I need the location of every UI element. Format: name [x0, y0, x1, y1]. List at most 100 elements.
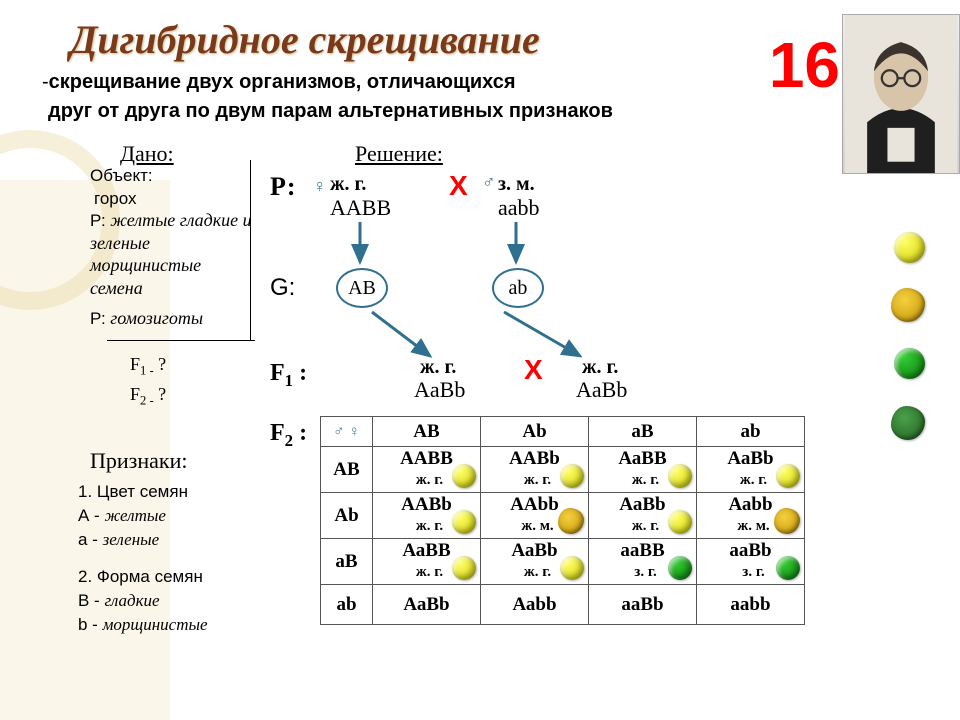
p-desc: желтые гладкие и зеленые морщинистые сем…: [90, 210, 252, 298]
cell-phenotype: з. г.: [736, 565, 764, 580]
f1-g1: АaВb: [414, 377, 465, 403]
f1-g2: АaВb: [576, 377, 627, 403]
col-3: аb: [697, 417, 805, 447]
cell-genotype: ааВb: [595, 595, 690, 614]
seed-icon: [560, 464, 584, 488]
punnett-cell: ааВВз. г.: [589, 539, 697, 585]
p-note: гомозиготы: [110, 308, 203, 328]
solution-header: Решение:: [355, 141, 443, 167]
gamete-AB: АВ: [336, 268, 388, 308]
legend-ys: [894, 232, 925, 268]
punnett-cell: ААbbж. м.: [481, 493, 589, 539]
male-sign: ♂: [482, 172, 496, 193]
trait2-h: 2. Форма семян: [78, 565, 278, 589]
punnett-cell: ааВbз. г.: [697, 539, 805, 585]
subtitle-line1: скрещивание двух организмов, отличающихс…: [49, 71, 516, 93]
punnett-cell: Ааbbж. м.: [697, 493, 805, 539]
punnett-square: ♂ ♀ АВ Аb аВ аb АВ ААВВж. г.ААВbж. г.АаВ…: [320, 416, 805, 625]
seed-icon: [668, 510, 692, 534]
punnett-cell: ААВbж. г.: [373, 493, 481, 539]
cell-phenotype: ж. м.: [515, 519, 553, 534]
cell-phenotype: ж. г.: [410, 473, 443, 488]
label-F2: F2 :: [270, 420, 307, 451]
punnett-cell: АаВВж. г.: [373, 539, 481, 585]
cross-P: Х: [449, 170, 468, 202]
seed-icon: [560, 556, 584, 580]
legend-gw: [891, 406, 925, 445]
cell-phenotype: ж. м.: [731, 519, 769, 534]
question-f2: F2 - ?: [130, 384, 166, 409]
seed-icon: [891, 406, 925, 440]
dad-pheno: з. м.: [498, 173, 535, 196]
f1-p1: ж. г.: [420, 356, 456, 379]
seed-icon: [894, 232, 925, 263]
punnett-cell: АаВbж. г.: [481, 539, 589, 585]
traits-header: Признаки:: [90, 448, 187, 474]
punnett-cell: АаВbж. г.: [697, 447, 805, 493]
seed-icon: [776, 464, 800, 488]
trait1-h: 1. Цвет семян: [78, 480, 278, 504]
cell-phenotype: ж. г.: [734, 473, 767, 488]
divider-h: [107, 340, 255, 341]
female-sign: ♀: [313, 176, 327, 197]
seed-icon: [452, 464, 476, 488]
col-1: Аb: [481, 417, 589, 447]
object-label: Объект:: [90, 166, 153, 185]
f1-p2: ж. г.: [582, 356, 618, 379]
slide-title: Дигибридное скрещивание: [70, 16, 540, 63]
cell-phenotype: ж. г.: [518, 565, 551, 580]
object-value: горох: [94, 189, 137, 208]
cell-phenotype: ж. г.: [626, 519, 659, 534]
seed-icon: [452, 556, 476, 580]
dash: -: [42, 71, 49, 93]
col-0: АВ: [373, 417, 481, 447]
punnett-cell: Ааbb: [481, 585, 589, 625]
label-G: G:: [270, 274, 295, 302]
p-label: Р:: [90, 211, 106, 230]
cell-phenotype: ж. г.: [518, 473, 551, 488]
punnett-cell: ААВbж. г.: [481, 447, 589, 493]
gamete-ab: ab: [492, 268, 544, 308]
punnett-cell: ААВВж. г.: [373, 447, 481, 493]
col-2: аВ: [589, 417, 697, 447]
mendel-portrait: [842, 14, 960, 174]
divider-v: [250, 160, 251, 340]
cell-phenotype: ж. г.: [626, 473, 659, 488]
cell-genotype: ааbb: [703, 595, 798, 614]
question-f1: F1 - ?: [130, 354, 166, 379]
row-2: аВ: [321, 539, 373, 585]
punnett-cell: АаВbж. г.: [589, 493, 697, 539]
seed-icon: [668, 464, 692, 488]
subtitle-line2: друг от друга по двум парам альтернативн…: [48, 100, 613, 122]
cell-genotype: Ааbb: [487, 595, 582, 614]
row-0: АВ: [321, 447, 373, 493]
cell-phenotype: з. г.: [628, 565, 656, 580]
cell-phenotype: ж. г.: [410, 519, 443, 534]
row-1: Аb: [321, 493, 373, 539]
seed-icon: [558, 508, 584, 534]
seed-icon: [894, 348, 925, 379]
p-note-lbl: Р:: [90, 309, 106, 328]
seed-icon: [452, 510, 476, 534]
given-block: Объект: горох Р: желтые гладкие и зелены…: [90, 164, 255, 330]
punnett-cell: АаВВж. г.: [589, 447, 697, 493]
traits-block: 1. Цвет семян А - желтые а - зеленые 2. …: [78, 480, 278, 637]
cell-phenotype: ж. г.: [410, 565, 443, 580]
subtitle: -скрещивание двух организмов, отличающих…: [42, 68, 820, 126]
punnett-cell: ааbb: [697, 585, 805, 625]
punnett-cell: ааВb: [589, 585, 697, 625]
punnett-corner: ♂ ♀: [321, 417, 373, 447]
legend-yw: [891, 288, 925, 327]
dad-geno: ааbb: [498, 195, 540, 221]
seed-icon: [776, 556, 800, 580]
cell-genotype: АаВb: [379, 595, 474, 614]
label-P: Р:: [270, 172, 296, 202]
mom-geno: ААВВ: [330, 195, 391, 221]
seed-icon: [891, 288, 925, 322]
mom-pheno: ж. г.: [330, 173, 366, 196]
legend-gs: [894, 348, 925, 384]
seed-icon: [774, 508, 800, 534]
seed-icon: [668, 556, 692, 580]
row-3: аb: [321, 585, 373, 625]
label-F1: F1 :: [270, 360, 307, 391]
